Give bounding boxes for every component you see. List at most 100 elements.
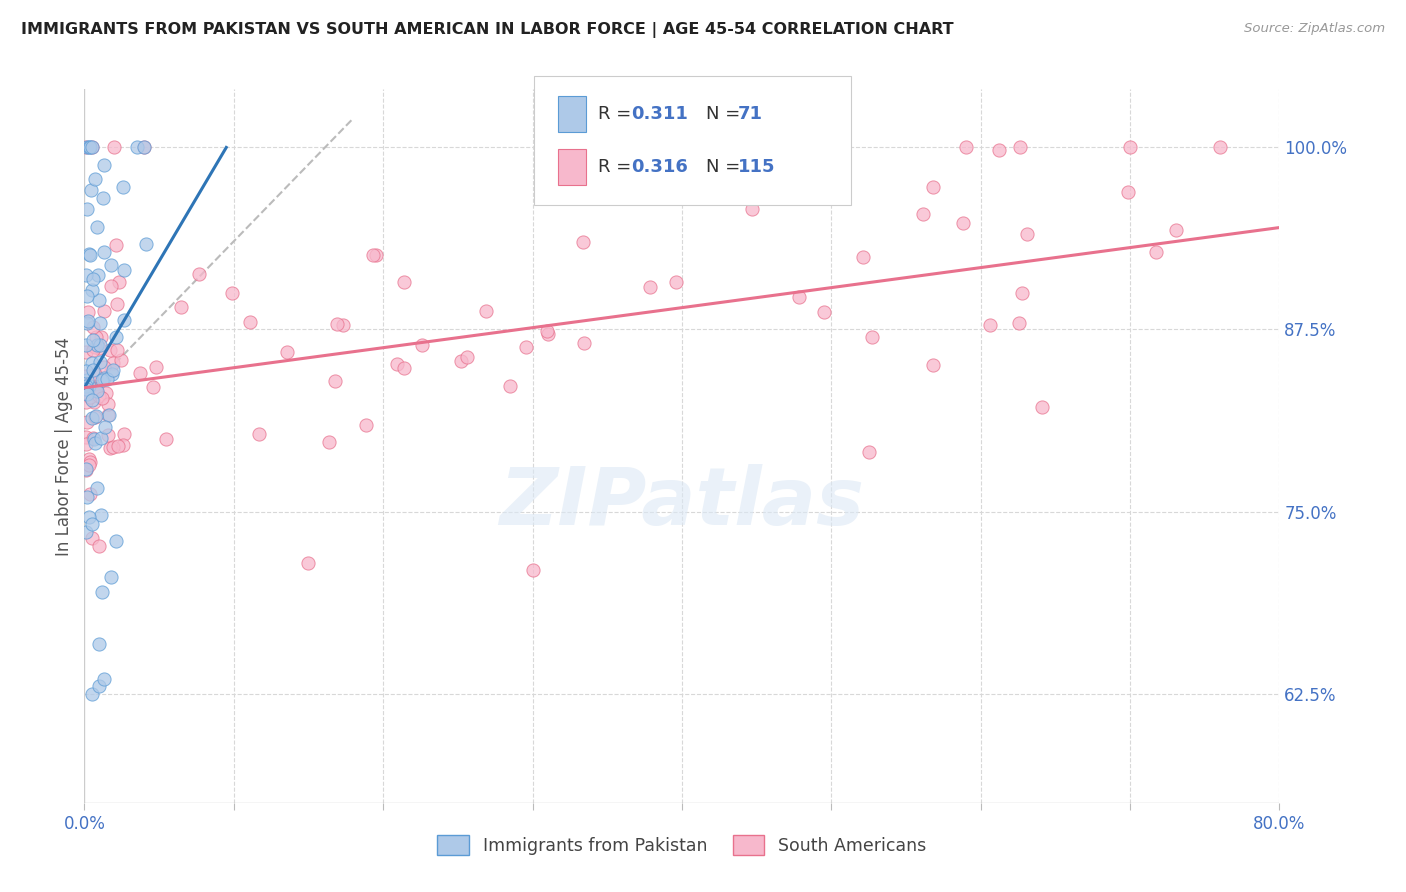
- Point: [318, 434, 340, 449]
- Point: [1011, 285, 1033, 300]
- Point: [79, 390, 101, 404]
- Point: [80, 375, 103, 389]
- Point: [1209, 140, 1232, 154]
- Point: [1008, 140, 1031, 154]
- Point: [145, 360, 167, 375]
- Point: [77, 452, 100, 467]
- Point: [93, 360, 115, 375]
- Point: [84, 436, 107, 450]
- Point: [82, 531, 104, 545]
- Point: [75, 369, 97, 384]
- Point: [515, 340, 537, 354]
- Point: [89, 679, 111, 693]
- Point: [80, 283, 103, 297]
- Point: [100, 364, 122, 378]
- Point: [77, 458, 100, 472]
- Point: [536, 326, 558, 341]
- Point: [922, 359, 945, 373]
- Point: [82, 516, 104, 531]
- Point: [1166, 222, 1188, 236]
- Point: [87, 389, 110, 403]
- Point: [89, 355, 111, 369]
- Point: [83, 433, 105, 447]
- Point: [332, 318, 354, 332]
- Point: [75, 268, 97, 282]
- Point: [80, 392, 103, 407]
- Point: [1119, 140, 1142, 154]
- Point: [1144, 245, 1167, 260]
- Point: [83, 383, 105, 397]
- Point: [76, 316, 98, 330]
- Point: [79, 248, 101, 262]
- Point: [91, 584, 114, 599]
- Text: 0.311: 0.311: [631, 105, 688, 123]
- Point: [129, 367, 152, 381]
- Text: IMMIGRANTS FROM PAKISTAN VS SOUTH AMERICAN IN LABOR FORCE | AGE 45-54 CORRELATIO: IMMIGRANTS FROM PAKISTAN VS SOUTH AMERIC…: [21, 22, 953, 38]
- Point: [97, 409, 120, 423]
- Point: [474, 303, 496, 318]
- Point: [93, 672, 115, 686]
- Point: [79, 455, 101, 469]
- Point: [112, 313, 135, 327]
- Point: [107, 275, 129, 289]
- Point: [96, 372, 118, 386]
- Point: [1008, 316, 1031, 330]
- Point: [364, 248, 387, 262]
- Point: [135, 236, 157, 251]
- Point: [101, 367, 124, 381]
- Point: [89, 338, 111, 352]
- Point: [89, 341, 111, 355]
- Point: [638, 280, 661, 294]
- Point: [955, 140, 977, 154]
- Point: [665, 275, 688, 289]
- Point: [1015, 227, 1038, 242]
- Point: [356, 418, 378, 433]
- Point: [114, 427, 136, 442]
- Point: [1031, 401, 1053, 415]
- Point: [96, 397, 118, 411]
- Point: [221, 286, 243, 301]
- Point: [979, 318, 1001, 332]
- Point: [522, 563, 544, 577]
- Point: [239, 315, 262, 329]
- Point: [82, 333, 104, 347]
- Point: [91, 191, 114, 205]
- Point: [82, 319, 104, 334]
- Point: [103, 140, 125, 154]
- Point: [97, 408, 120, 422]
- Point: [75, 345, 97, 359]
- Point: [922, 180, 945, 194]
- Point: [97, 428, 120, 442]
- Point: [79, 487, 101, 501]
- Point: [411, 338, 433, 352]
- Point: [741, 202, 763, 216]
- Point: [75, 525, 97, 540]
- Point: [98, 441, 121, 455]
- Text: N =: N =: [706, 158, 745, 176]
- Point: [76, 289, 98, 303]
- Point: [105, 533, 128, 548]
- Point: [456, 350, 478, 364]
- Point: [858, 445, 880, 459]
- Point: [89, 539, 111, 553]
- Point: [76, 305, 98, 319]
- Point: [75, 379, 97, 393]
- Point: [1116, 185, 1139, 199]
- Point: [101, 441, 124, 455]
- Point: [100, 570, 122, 584]
- Point: [77, 509, 100, 524]
- Legend: Immigrants from Pakistan, South Americans: Immigrants from Pakistan, South American…: [430, 828, 934, 862]
- Point: [76, 387, 98, 401]
- Point: [75, 462, 97, 476]
- Point: [82, 271, 104, 285]
- Point: [142, 379, 165, 393]
- Point: [84, 367, 107, 381]
- Point: [89, 316, 111, 330]
- Point: [326, 317, 349, 331]
- Point: [536, 140, 558, 154]
- Point: [82, 431, 104, 445]
- Point: [86, 337, 108, 351]
- Point: [112, 180, 135, 194]
- Point: [75, 395, 97, 409]
- Point: [103, 363, 125, 377]
